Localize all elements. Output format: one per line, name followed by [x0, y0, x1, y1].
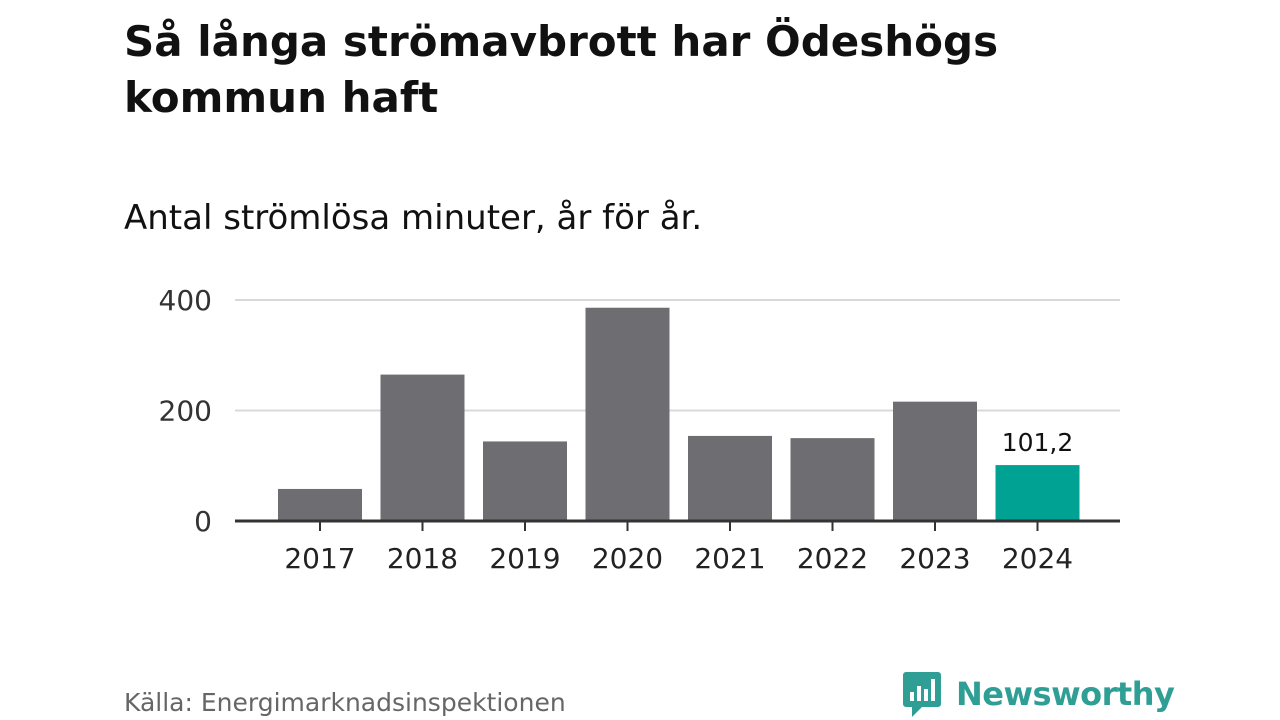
y-tick-label: 200	[159, 395, 212, 428]
x-tick-label: 2024	[1002, 542, 1073, 575]
x-tick-label: 2020	[592, 542, 663, 575]
brand-name: Newsworthy	[956, 675, 1175, 713]
bar-2023	[893, 401, 977, 521]
x-tick-label: 2022	[797, 542, 868, 575]
bar-2024	[995, 465, 1080, 521]
x-tick-label: 2019	[489, 542, 560, 575]
chart-title: Så långa strömavbrott har Ödeshögs kommu…	[124, 17, 999, 122]
y-tick-label: 400	[159, 284, 212, 317]
x-tick-label: 2021	[694, 542, 765, 575]
bar-2017	[278, 488, 362, 521]
x-tick-label: 2018	[387, 542, 458, 575]
brand-logo: Newsworthy	[902, 670, 1175, 718]
bar-2018	[380, 374, 465, 521]
x-tick-label: 2017	[284, 542, 355, 575]
x-tick-label: 2023	[899, 542, 970, 575]
source-note: Källa: Energimarknadsinspektionen	[124, 688, 566, 717]
chart-subtitle: Antal strömlösa minuter, år för år.	[124, 198, 703, 238]
bar-2020	[585, 307, 670, 521]
data-label: 101,2	[1002, 428, 1074, 457]
y-tick-label: 0	[194, 505, 212, 538]
newsworthy-logo-icon	[903, 672, 941, 717]
bar-chart: 0 200 400 2017 2018 2019 2020 2021 2022 2023 2024 1…	[159, 284, 1120, 575]
bar-2021	[688, 435, 772, 521]
bar-2022	[790, 438, 875, 521]
bar-2019	[483, 441, 567, 521]
